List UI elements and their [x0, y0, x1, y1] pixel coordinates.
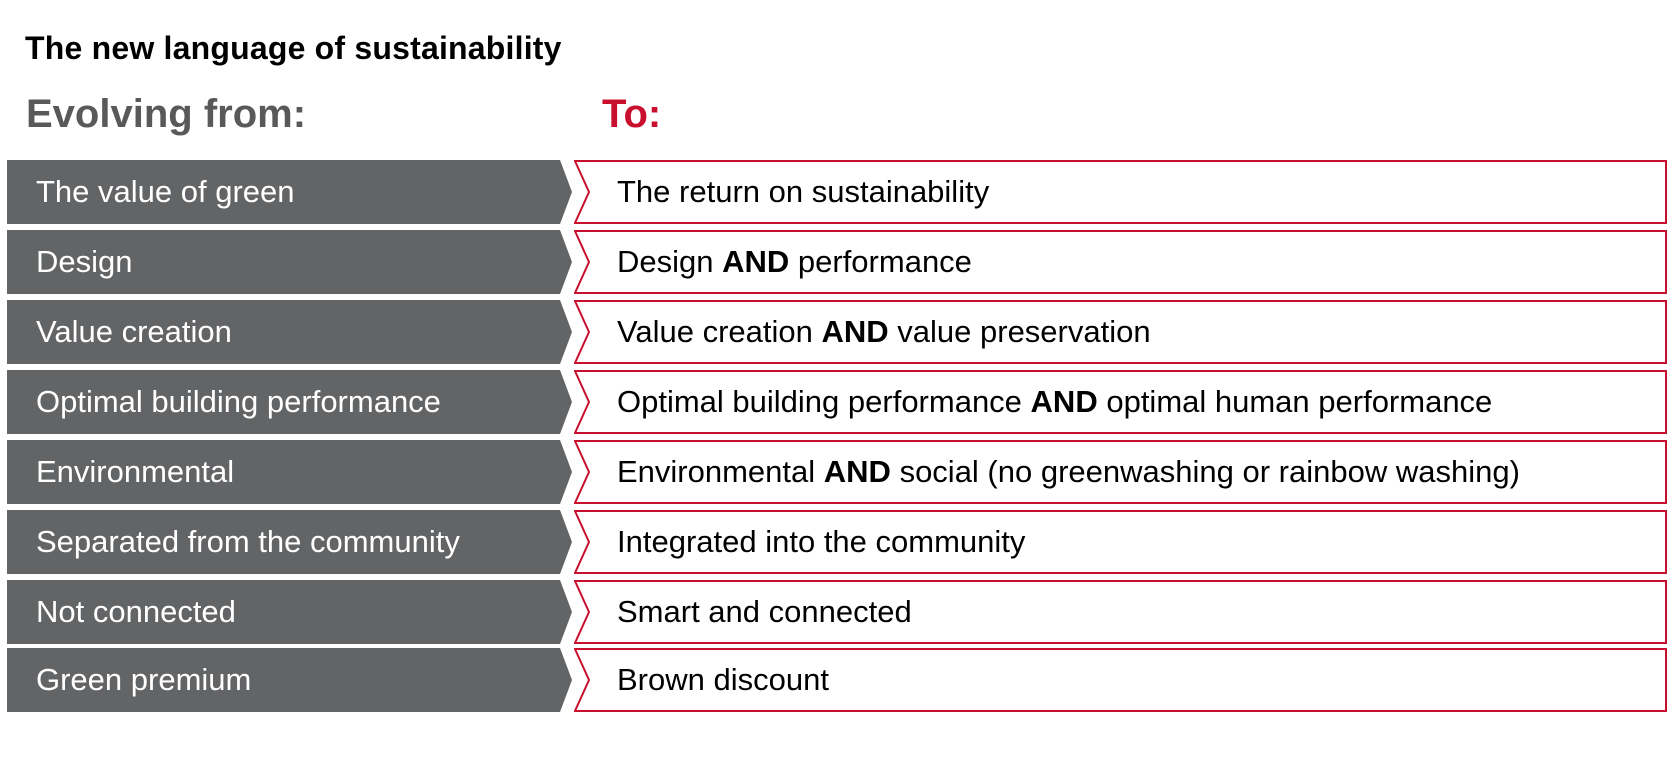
to-label-text: Optimal building performance — [617, 384, 1031, 419]
to-label-text: Environmental — [617, 454, 824, 489]
to-label-rest: performance — [789, 244, 972, 279]
to-column-heading: To: — [602, 92, 662, 136]
from-label: Value creation — [36, 314, 232, 349]
from-label: Green premium — [36, 662, 252, 697]
to-cell — [574, 370, 1667, 434]
from-cell — [7, 440, 572, 504]
to-label: Value creation AND value preservation — [617, 300, 1151, 364]
from-label: Optimal building performance — [36, 384, 441, 419]
from-cell — [7, 580, 572, 644]
to-label-emphasis: AND — [722, 244, 790, 279]
to-label: Optimal building performance AND optimal… — [617, 370, 1492, 434]
to-label: Integrated into the community — [617, 510, 1025, 574]
from-label: Design — [36, 244, 133, 279]
comparison-row: Optimal building performance Optimal bui… — [0, 370, 1673, 434]
to-cell — [574, 300, 1667, 364]
from-cell — [7, 160, 572, 224]
to-label-text: Integrated into the community — [617, 524, 1026, 559]
to-label: The return on sustainability — [617, 160, 989, 224]
to-label: Design AND performance — [617, 230, 972, 294]
to-label-emphasis: AND — [1030, 384, 1098, 419]
to-label-rest: social (no greenwashing or rainbow washi… — [890, 454, 1520, 489]
to-label-text: The return on sustainability — [617, 174, 990, 209]
from-cell — [7, 648, 572, 712]
from-label: Separated from the community — [36, 524, 460, 559]
from-label: Not connected — [36, 594, 236, 629]
to-cell — [574, 510, 1667, 574]
comparison-row: Environmental Environmental AND social (… — [0, 440, 1673, 504]
comparison-row: The value of green The return on sustain… — [0, 160, 1673, 224]
to-cell — [574, 230, 1667, 294]
comparison-row: Green premium Brown discount — [0, 648, 1673, 712]
comparison-row: Separated from the community Integrated … — [0, 510, 1673, 574]
to-label-rest: optimal human performance — [1097, 384, 1493, 419]
from-cell — [7, 370, 572, 434]
to-cell — [574, 160, 1667, 224]
to-label-text: Smart and connected — [617, 594, 912, 629]
from-cell — [7, 510, 572, 574]
to-label: Smart and connected — [617, 580, 912, 644]
comparison-row: Design Design AND performance — [0, 230, 1673, 294]
from-label: The value of green — [36, 174, 295, 209]
to-label: Brown discount — [617, 648, 829, 712]
to-label-text: Design — [617, 244, 723, 279]
comparison-row: Value creation Value creation AND value … — [0, 300, 1673, 364]
from-column-heading: Evolving from: — [26, 92, 307, 136]
comparison-row: Not connected Smart and connected — [0, 580, 1673, 644]
to-cell — [574, 440, 1667, 504]
to-cell — [574, 648, 1667, 712]
to-label-rest: value preservation — [888, 314, 1151, 349]
from-cell — [7, 300, 572, 364]
to-label-emphasis: AND — [823, 454, 891, 489]
from-cell — [7, 230, 572, 294]
from-label: Environmental — [36, 454, 235, 489]
to-label-text: Brown discount — [617, 662, 829, 697]
to-label-text: Value creation — [617, 314, 822, 349]
to-label-emphasis: AND — [821, 314, 889, 349]
to-label: Environmental AND social (no greenwashin… — [617, 440, 1520, 504]
page-title: The new language of sustainability — [25, 30, 562, 66]
to-cell — [574, 580, 1667, 644]
